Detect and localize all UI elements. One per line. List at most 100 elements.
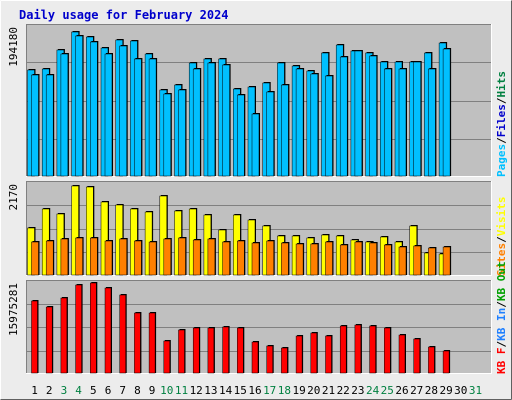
bar-visits: [100, 201, 109, 276]
bar-kb-f: [339, 325, 347, 374]
x-tick-label: 30: [454, 384, 467, 397]
legend-entry: Pages: [495, 144, 508, 177]
bar-sites: [295, 243, 304, 276]
bar-sites: [354, 241, 363, 276]
x-tick-label: 19: [292, 384, 305, 397]
bar-sites: [222, 241, 230, 276]
legend-entry: Visits: [495, 197, 508, 237]
x-tick-label: 28: [425, 384, 438, 397]
x-tick-label: 11: [175, 384, 188, 397]
bar-files: [325, 75, 333, 177]
legend-entry: KB Out: [495, 261, 508, 301]
legend-entry: KB In: [495, 308, 508, 341]
bar-kb-f: [369, 325, 376, 374]
x-tick-label: 5: [90, 384, 97, 397]
chart-title: Daily usage for February 2024: [19, 8, 229, 22]
x-tick-label: 24: [366, 384, 380, 397]
x-tick-label: 9: [149, 384, 156, 397]
bar-kb-f: [281, 347, 288, 374]
bar-files: [428, 68, 436, 177]
bar-sites: [148, 241, 157, 276]
bar-files: [163, 93, 172, 177]
x-tick-label: 6: [105, 384, 112, 397]
bar-files: [295, 68, 304, 177]
legend-separator: /: [495, 97, 508, 104]
legend-hits: Pages/Files/Hits: [495, 71, 508, 177]
bar-files: [45, 74, 54, 177]
bar-sites: [90, 237, 98, 276]
bar-kb-f: [428, 346, 435, 374]
x-tick-label: 2: [46, 384, 53, 397]
bar-files: [90, 41, 98, 177]
bar-sites: [207, 238, 216, 276]
bar-sites: [104, 240, 113, 276]
bar-kb-f: [266, 345, 273, 374]
legend-separator: /: [495, 301, 508, 308]
legend-separator: /: [495, 341, 508, 348]
bar-sites: [369, 242, 377, 276]
bar-files: [413, 61, 421, 177]
bar-files: [134, 58, 142, 177]
bar-sites: [281, 242, 289, 276]
bar-kb-f: [104, 287, 112, 374]
bar-kb-f: [45, 306, 53, 374]
bar-files: [354, 50, 363, 177]
x-tick-label: 26: [395, 384, 408, 397]
bar-kb-f: [90, 282, 97, 374]
bar-kb-f: [119, 294, 126, 374]
bar-sites: [310, 243, 319, 276]
bar-files: [369, 55, 377, 177]
bar-files: [148, 58, 157, 177]
bar-files: [119, 45, 127, 177]
legend-kbytes: KB F/KB In/KB Out: [495, 261, 508, 374]
x-tick-label: 29: [439, 384, 452, 397]
bar-sites: [442, 246, 451, 276]
bar-sites: [45, 240, 54, 276]
bar-kb-f: [310, 332, 318, 374]
bar-files: [104, 53, 113, 177]
bar-kb-f: [251, 341, 259, 374]
bar-files: [384, 68, 392, 177]
bar-files: [266, 91, 274, 177]
x-tick-label: 4: [75, 384, 82, 397]
bar-sites: [237, 240, 245, 276]
bar-files: [31, 74, 39, 177]
bar-files: [192, 68, 201, 177]
bar-files: [310, 73, 319, 177]
x-tick-label: 18: [278, 384, 291, 397]
x-tick-label: 17: [263, 384, 276, 397]
bar-visits: [71, 185, 79, 276]
bar-sites: [398, 246, 407, 276]
legend-entry: Files: [495, 104, 508, 137]
bar-kb-f: [384, 327, 391, 374]
bar-kb-f: [325, 335, 332, 374]
bar-files: [251, 113, 260, 177]
bar-kb-f: [295, 335, 303, 374]
bar-visits: [86, 186, 94, 276]
bar-kb-f: [354, 324, 362, 374]
legend-separator: /: [495, 137, 508, 144]
bar-sites: [384, 244, 392, 276]
y-max-label-kbytes: 15975281: [7, 283, 20, 336]
bar-kb-f: [75, 284, 82, 374]
x-tick-label: 3: [61, 384, 68, 397]
bar-sites: [31, 241, 39, 276]
legend-separator: /: [495, 236, 508, 243]
panel-visits: 2170 Sites/Visits: [7, 181, 508, 276]
bar-sites: [428, 247, 436, 276]
x-tick-label: 15: [234, 384, 247, 397]
x-tick-label: 14: [219, 384, 233, 397]
bar-kb-f: [398, 334, 406, 374]
bar-kb-f: [237, 327, 244, 374]
bar-files: [237, 94, 245, 177]
legend-entry: Sites: [495, 243, 508, 276]
x-tick-label: 10: [160, 384, 173, 397]
bar-kb-f: [222, 326, 229, 374]
bar-sites: [60, 238, 69, 276]
bar-kb-f: [413, 338, 420, 374]
bar-sites: [178, 237, 186, 276]
bar-kb-f: [442, 350, 450, 374]
